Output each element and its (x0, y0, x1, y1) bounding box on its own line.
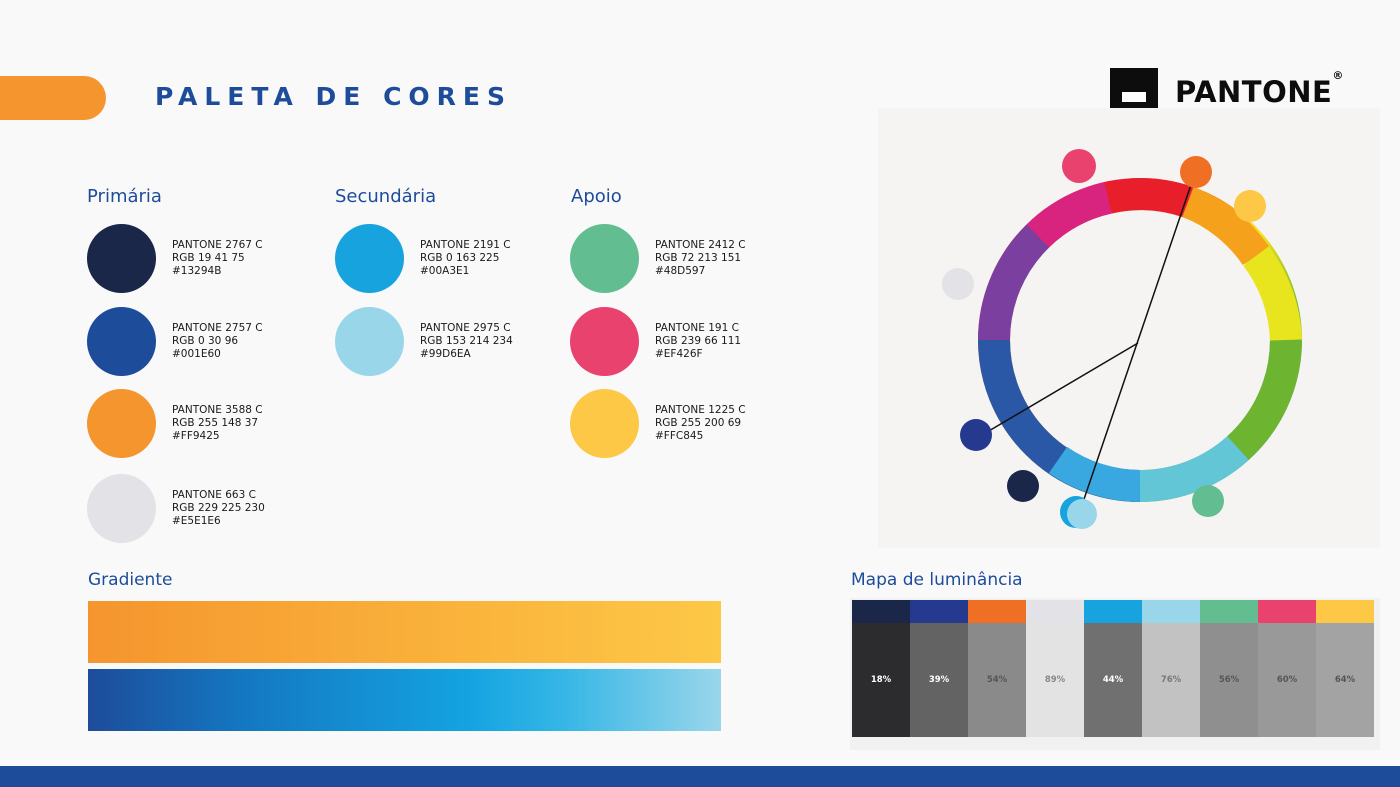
luminance-column: 89% (1026, 600, 1084, 737)
luminance-column: 44% (1084, 600, 1142, 737)
column-title-secundaria: Secundária (335, 186, 437, 207)
color-dot (87, 474, 156, 543)
luminance-column: 39% (910, 600, 968, 737)
color-dot (570, 307, 639, 376)
color-dot (570, 224, 639, 293)
luminance-color-chip (910, 600, 968, 623)
luminance-color-chip (1258, 600, 1316, 623)
orange-accent-tab (0, 76, 106, 120)
swatch-apoio-2: PANTONE 191 C RGB 239 66 111 #EF426F (570, 307, 741, 376)
luminance-color-chip (1142, 600, 1200, 623)
gradient-bar-blue (88, 669, 721, 731)
color-dot (87, 224, 156, 293)
luminance-gray-chip: 54% (968, 623, 1026, 737)
swatch-secundaria-1: PANTONE 2191 C RGB 0 163 225 #00A3E1 (335, 224, 511, 293)
color-dot (570, 389, 639, 458)
wheel-dot-navy (1007, 470, 1039, 502)
luminance-column: 64% (1316, 600, 1374, 737)
wheel-dot-orange (1180, 156, 1212, 188)
swatch-primaria-4: PANTONE 663 C RGB 229 225 230 #E5E1E6 (87, 474, 265, 543)
swatch-info: PANTONE 2191 C RGB 0 163 225 #00A3E1 (420, 239, 511, 277)
swatch-primaria-2: PANTONE 2757 C RGB 0 30 96 #001E60 (87, 307, 263, 376)
luminance-color-chip (1026, 600, 1084, 623)
swatch-apoio-3: PANTONE 1225 C RGB 255 200 69 #FFC845 (570, 389, 746, 458)
column-title-apoio: Apoio (571, 186, 622, 207)
wheel-ring-segment (1139, 435, 1249, 502)
color-dot (87, 389, 156, 458)
wheel-ring-segment (1226, 339, 1302, 460)
swatch-info: PANTONE 191 C RGB 239 66 111 #EF426F (655, 322, 742, 360)
color-dot (335, 224, 404, 293)
swatch-info: PANTONE 1225 C RGB 255 200 69 #FFC845 (655, 404, 746, 442)
luminance-gray-chip: 60% (1258, 623, 1316, 737)
luminance-column: 56% (1200, 600, 1258, 737)
luminance-title: Mapa de luminância (851, 570, 1023, 590)
luminance-column: 60% (1258, 600, 1316, 737)
wheel-ring-segment (1104, 178, 1194, 218)
column-title-primaria: Primária (87, 186, 162, 207)
luminance-gray-chip: 18% (852, 623, 910, 737)
luminance-gray-chip: 64% (1316, 623, 1374, 737)
wheel-line (1080, 172, 1196, 509)
color-wheel (942, 149, 1302, 529)
wheel-dot-yellow (1234, 190, 1266, 222)
wheel-ring-segment (1026, 182, 1112, 248)
swatch-info: PANTONE 3588 C RGB 255 148 37 #FF9425 (172, 404, 263, 442)
color-dot (87, 307, 156, 376)
luminance-color-chip (1084, 600, 1142, 623)
luminance-gray-chip: 89% (1026, 623, 1084, 737)
pantone-logo: PANTONE® (1110, 68, 1344, 116)
wheel-ring-segment (1181, 187, 1270, 266)
luminance-column: 76% (1142, 600, 1200, 737)
luminance-gray-chip: 39% (910, 623, 968, 737)
color-dot (335, 307, 404, 376)
wheel-line (981, 342, 1139, 436)
page-title: PALETA DE CORES (155, 82, 513, 111)
wheel-dot-gray (942, 268, 974, 300)
luminance-grid: 18% 39% 54% 89% 44% 76% 56% 60% 64% (852, 600, 1374, 737)
luminance-gray-chip: 76% (1142, 623, 1200, 737)
wheel-dot-green (1192, 485, 1224, 517)
luminance-color-chip (968, 600, 1026, 623)
swatch-apoio-1: PANTONE 2412 C RGB 72 213 151 #48D597 (570, 224, 746, 293)
wheel-dot-blue (960, 419, 992, 451)
gradient-title: Gradiente (88, 570, 173, 590)
swatch-info: PANTONE 2975 C RGB 153 214 234 #99D6EA (420, 322, 513, 360)
swatch-info: PANTONE 2412 C RGB 72 213 151 #48D597 (655, 239, 746, 277)
swatch-info: PANTONE 2767 C RGB 19 41 75 #13294B (172, 239, 263, 277)
swatch-info: PANTONE 2757 C RGB 0 30 96 #001E60 (172, 322, 263, 360)
pantone-logo-word: PANTONE® (1175, 69, 1344, 109)
swatch-secundaria-2: PANTONE 2975 C RGB 153 214 234 #99D6EA (335, 307, 513, 376)
wheel-ring-segment (1048, 446, 1141, 502)
luminance-color-chip (1200, 600, 1258, 623)
footer-bar (0, 766, 1400, 787)
swatch-primaria-1: PANTONE 2767 C RGB 19 41 75 #13294B (87, 224, 263, 293)
luminance-color-chip (852, 600, 910, 623)
luminance-gray-chip: 44% (1084, 623, 1142, 737)
luminance-gray-chip: 56% (1200, 623, 1258, 737)
wheel-dot-light-blue (1067, 499, 1097, 529)
luminance-column: 18% (852, 600, 910, 737)
wheel-ring-segment (1243, 246, 1302, 341)
wheel-ring-segment (978, 224, 1050, 341)
swatch-primaria-3: PANTONE 3588 C RGB 255 148 37 #FF9425 (87, 389, 263, 458)
swatch-info: PANTONE 663 C RGB 229 225 230 #E5E1E6 (172, 489, 265, 527)
gradient-bar-orange (88, 601, 721, 663)
luminance-column: 54% (968, 600, 1026, 737)
wheel-dot-pink (1062, 149, 1096, 183)
luminance-color-chip (1316, 600, 1374, 623)
